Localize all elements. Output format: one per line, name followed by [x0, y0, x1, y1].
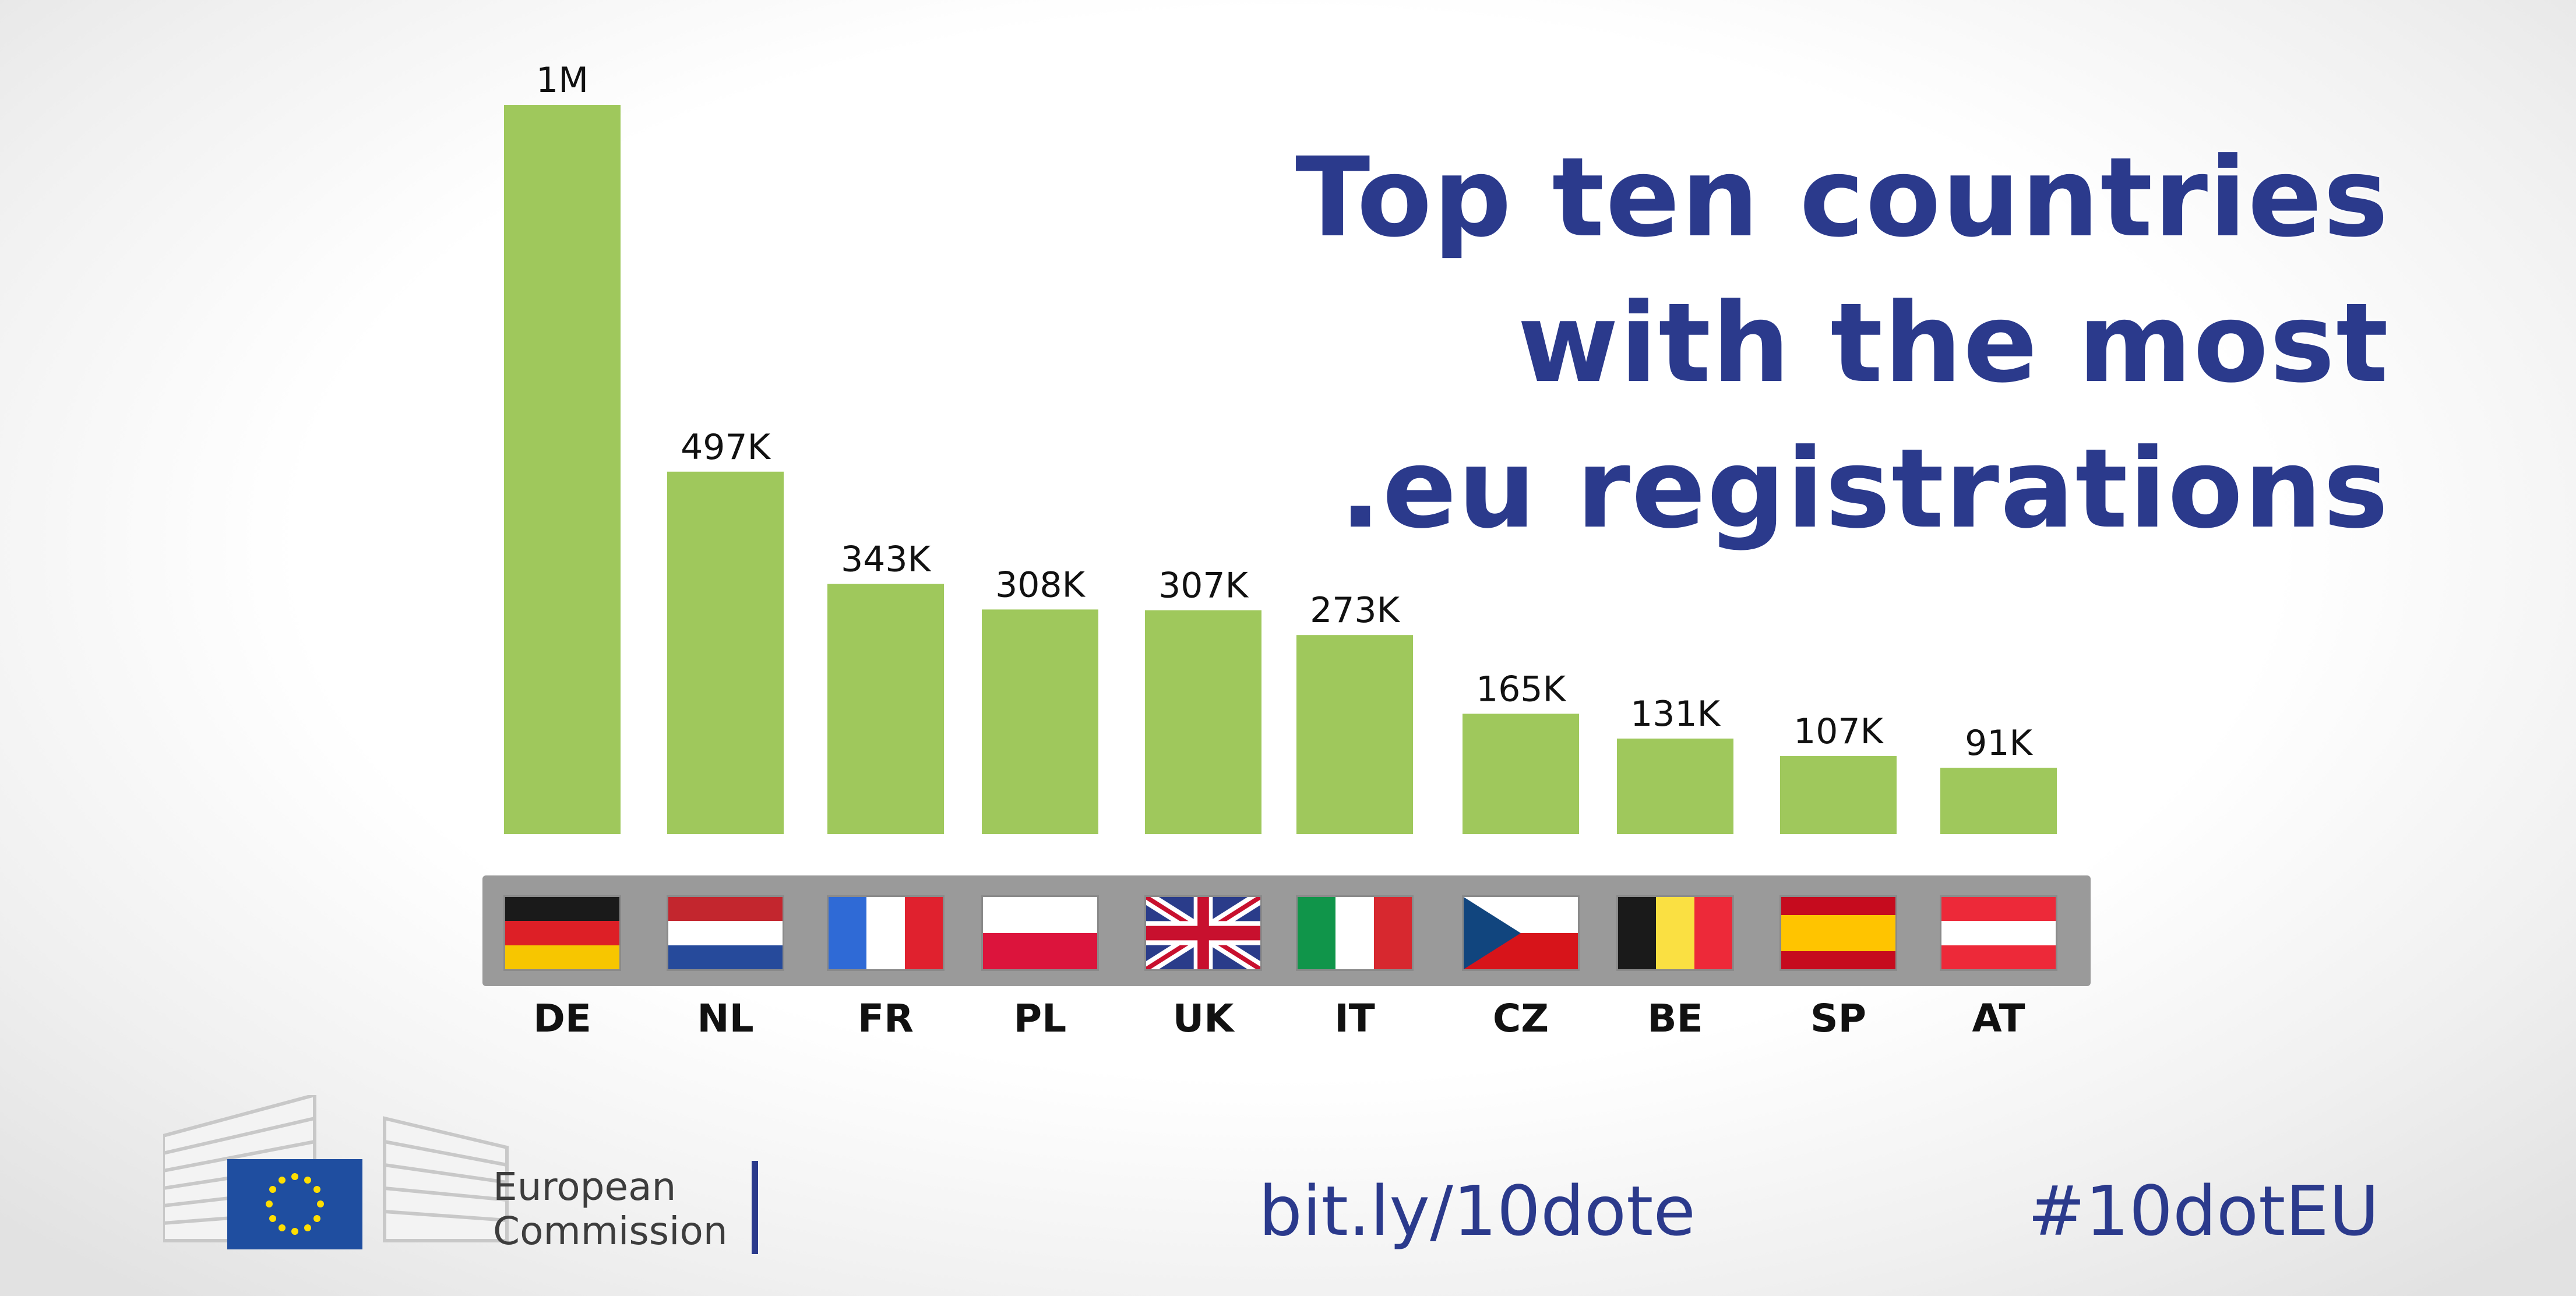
bar-pl	[982, 609, 1098, 834]
data-label-cz: 165K	[1476, 669, 1567, 709]
be-flag-icon	[1618, 897, 1732, 969]
de-flag-icon	[505, 897, 619, 969]
tick-label-uk: UK	[1172, 996, 1234, 1041]
it-flag-icon	[1298, 897, 1412, 969]
bar-uk	[1145, 610, 1261, 834]
chart-title: Top ten countries with the most .eu regi…	[1049, 125, 2390, 562]
tick-label-pl: PL	[1013, 996, 1067, 1041]
data-label-be: 131K	[1630, 694, 1721, 734]
uk-flag-icon	[1143, 890, 1263, 976]
logo-divider	[752, 1161, 758, 1254]
data-label-fr: 343K	[841, 539, 932, 580]
bar-sp	[1780, 756, 1897, 834]
tick-label-nl: NL	[697, 996, 754, 1041]
bar-chart: 1M 497K 343K 308K 307K 273K 165K 131K 107K 91K	[504, 60, 2057, 834]
tick-label-it: IT	[1334, 996, 1375, 1041]
logo-line-european: European	[493, 1164, 676, 1209]
tick-label-fr: FR	[858, 996, 914, 1041]
data-label-sp: 107K	[1793, 711, 1884, 752]
bar-nl	[667, 471, 784, 834]
short-link[interactable]: bit.ly/10dote	[1259, 1171, 1696, 1251]
title-line-3: .eu registrations	[1339, 425, 2390, 553]
eu-stars-icon	[266, 1173, 324, 1235]
data-label-it: 273K	[1310, 590, 1401, 631]
tick-label-sp: SP	[1810, 996, 1866, 1041]
pl-flag-icon	[983, 897, 1097, 969]
title-line-1: Top ten countries	[1295, 134, 2390, 262]
tick-label-cz: CZ	[1492, 996, 1549, 1041]
bar-at	[1940, 768, 2057, 834]
bar-fr	[827, 584, 944, 834]
bar-de	[504, 105, 621, 834]
bar-it	[1296, 635, 1413, 834]
hashtag: #10dotEU	[2028, 1171, 2380, 1251]
bar-cz	[1463, 714, 1579, 834]
tick-label-at: AT	[1972, 996, 2025, 1041]
title-line-2: with the most	[1517, 280, 2390, 407]
data-label-de: 1M	[536, 60, 589, 101]
cz-flag-icon	[1464, 897, 1578, 969]
tick-label-de: DE	[533, 996, 591, 1041]
data-label-uk: 307K	[1158, 566, 1249, 606]
fr-flag-icon	[829, 897, 943, 969]
commission-wordmark: European Commission	[493, 1165, 728, 1253]
es-flag-icon	[1781, 897, 1895, 969]
logo-line-commission: Commission	[493, 1209, 728, 1253]
nl-flag-icon	[668, 897, 783, 969]
bar-be	[1617, 738, 1733, 834]
tick-label-be: BE	[1647, 996, 1703, 1041]
eu-flag-icon	[227, 1159, 362, 1249]
data-label-nl: 497K	[681, 427, 771, 468]
data-label-pl: 308K	[995, 564, 1086, 605]
at-flag-icon	[1941, 897, 2056, 969]
european-commission-logo	[163, 1095, 509, 1249]
data-label-at: 91K	[1965, 723, 2033, 764]
